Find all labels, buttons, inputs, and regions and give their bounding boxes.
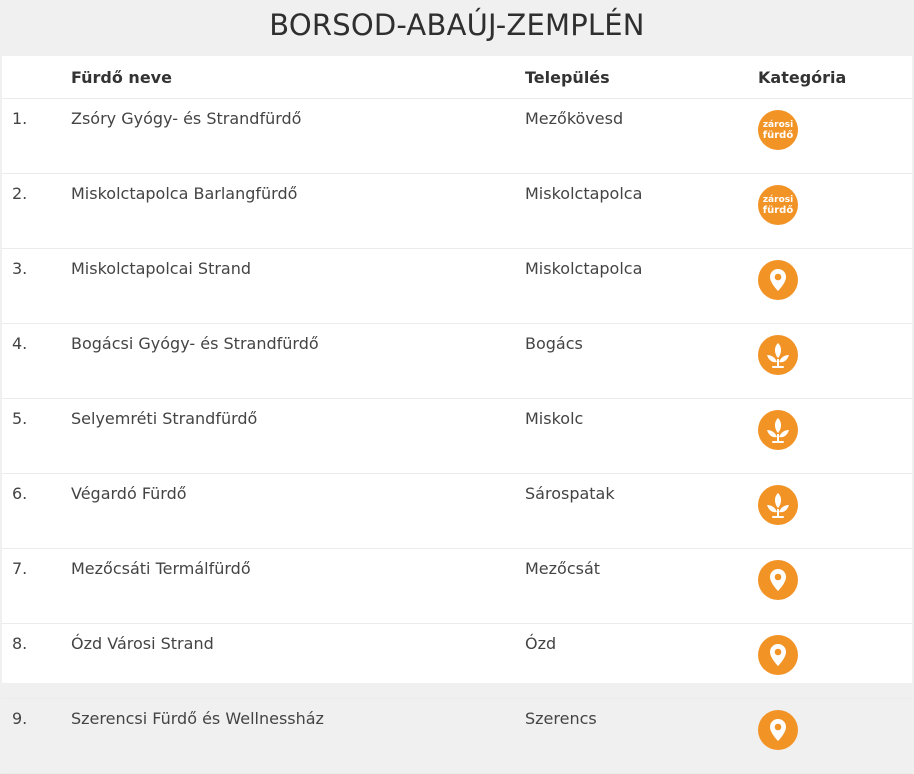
- bath-town: Bogács: [525, 323, 758, 399]
- category-cell: [758, 248, 912, 324]
- row-number: 9.: [2, 698, 71, 774]
- table-row[interactable]: 2. Miskolctapolca Barlangfürdő Miskolctapo…: [2, 173, 912, 249]
- row-number: 2.: [2, 173, 71, 249]
- page-title: BORSOD-ABAÚJ-ZEMPLÉN: [0, 0, 914, 56]
- varosi-furdo-icon[interactable]: zárosi fürdő: [758, 185, 798, 225]
- category-cell: [758, 698, 912, 774]
- table-row[interactable]: 1. Zsóry Gyógy- és Strandfürdő Mezőkövesd z…: [2, 98, 912, 174]
- table-row[interactable]: 8. Ózd Városi Strand Ózd: [2, 623, 912, 699]
- table-row[interactable]: 6. Végardó Fürdő Sárospatak: [2, 473, 912, 549]
- bath-town: Szerencs: [525, 698, 758, 774]
- bath-table: Fürdő neve Település Kategória 1. Zsóry G…: [2, 56, 912, 774]
- location-pin-icon[interactable]: [758, 710, 798, 750]
- bath-name-link[interactable]: Miskolctapolcai Strand: [71, 248, 525, 324]
- bath-name-link[interactable]: Mezőcsáti Termálfürdő: [71, 548, 525, 624]
- table-row[interactable]: 5. Selyemréti Strandfürdő Miskolc: [2, 398, 912, 474]
- bath-name-link[interactable]: Miskolctapolca Barlangfürdő: [71, 173, 525, 249]
- category-cell: zárosi fürdő: [758, 173, 912, 249]
- bath-town: Ózd: [525, 623, 758, 699]
- row-number: 3.: [2, 248, 71, 324]
- bath-town: Miskolc: [525, 398, 758, 474]
- location-pin-icon[interactable]: [758, 560, 798, 600]
- bath-town: Miskolctapolca: [525, 248, 758, 324]
- svg-text:fürdő: fürdő: [763, 129, 794, 141]
- bath-town: Mezőcsát: [525, 548, 758, 624]
- column-header-number: [2, 56, 71, 99]
- column-header-name[interactable]: Fürdő neve: [71, 56, 525, 99]
- table-row[interactable]: 9. Szerencsi Fürdő és Wellnessház Szerencs: [2, 698, 912, 774]
- bath-list-panel: Fürdő neve Település Kategória 1. Zsóry G…: [2, 56, 912, 774]
- column-header-category[interactable]: Kategória: [758, 56, 912, 99]
- category-cell: [758, 473, 912, 549]
- category-cell: [758, 548, 912, 624]
- bath-name-link[interactable]: Selyemréti Strandfürdő: [71, 398, 525, 474]
- location-pin-icon[interactable]: [758, 635, 798, 675]
- bath-name-link[interactable]: Bogácsi Gyógy- és Strandfürdő: [71, 323, 525, 399]
- table-row[interactable]: 7. Mezőcsáti Termálfürdő Mezőcsát: [2, 548, 912, 624]
- category-cell: [758, 323, 912, 399]
- bath-name-link[interactable]: Szerencsi Fürdő és Wellnessház: [71, 698, 525, 774]
- category-cell: [758, 398, 912, 474]
- row-number: 6.: [2, 473, 71, 549]
- row-number: 1.: [2, 98, 71, 174]
- svg-text:fürdő: fürdő: [763, 204, 794, 216]
- row-number: 8.: [2, 623, 71, 699]
- category-cell: [758, 623, 912, 699]
- bath-name-link[interactable]: Ózd Városi Strand: [71, 623, 525, 699]
- svg-text:zárosi: zárosi: [763, 120, 793, 130]
- row-number: 5.: [2, 398, 71, 474]
- plant-icon[interactable]: [758, 485, 798, 525]
- svg-text:zárosi: zárosi: [763, 195, 793, 205]
- plant-icon[interactable]: [758, 410, 798, 450]
- plant-icon[interactable]: [758, 335, 798, 375]
- column-header-town[interactable]: Település: [525, 56, 758, 99]
- bath-town: Mezőkövesd: [525, 98, 758, 174]
- varosi-furdo-icon[interactable]: zárosi fürdő: [758, 110, 798, 150]
- location-pin-icon[interactable]: [758, 260, 798, 300]
- row-number: 4.: [2, 323, 71, 399]
- row-number: 7.: [2, 548, 71, 624]
- table-row[interactable]: 4. Bogácsi Gyógy- és Strandfürdő Bogács: [2, 323, 912, 399]
- bath-town: Miskolctapolca: [525, 173, 758, 249]
- table-row[interactable]: 3. Miskolctapolcai Strand Miskolctapolca: [2, 248, 912, 324]
- bath-name-link[interactable]: Zsóry Gyógy- és Strandfürdő: [71, 98, 525, 174]
- table-header-row: Fürdő neve Település Kategória: [2, 56, 912, 99]
- bath-town: Sárospatak: [525, 473, 758, 549]
- category-cell: zárosi fürdő: [758, 98, 912, 174]
- bath-name-link[interactable]: Végardó Fürdő: [71, 473, 525, 549]
